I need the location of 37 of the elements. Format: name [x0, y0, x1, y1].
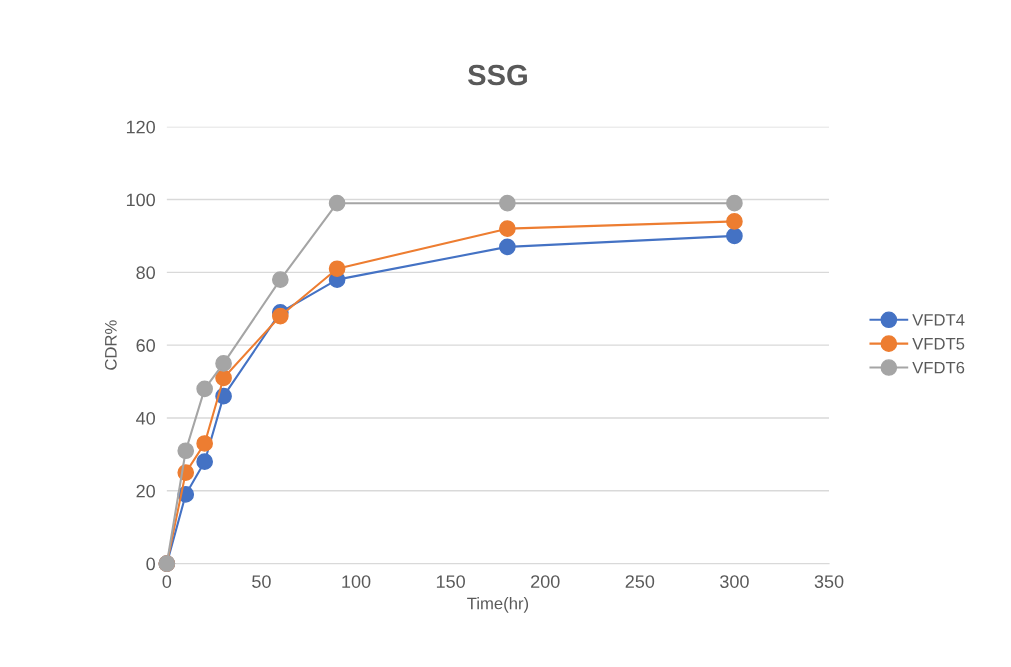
y-tick-label: 120	[126, 120, 155, 134]
x-axis-title: Time(hr)	[467, 597, 529, 613]
point	[196, 380, 213, 398]
x-tick-label: 200	[531, 575, 560, 588]
legend-label: VFDT4	[912, 314, 965, 326]
x-tick-label: 350	[814, 575, 844, 588]
point	[726, 194, 743, 212]
x-tick-label: 150	[436, 575, 465, 588]
y-tick-label: 0	[146, 557, 155, 571]
point	[328, 194, 346, 212]
point	[177, 442, 195, 460]
point	[726, 213, 743, 230]
point	[196, 453, 213, 471]
legend-label: VFDT6	[912, 361, 965, 374]
point	[499, 220, 516, 238]
y-axis-title: CDR%	[104, 320, 117, 370]
y-tick-label: 40	[136, 411, 155, 425]
point	[726, 227, 743, 245]
point	[215, 355, 232, 372]
point	[499, 238, 516, 256]
point	[196, 435, 213, 452]
x-tick-label: 300	[720, 575, 749, 588]
y-tick-label: 20	[136, 484, 155, 498]
chart-title: SSG	[467, 64, 527, 86]
point	[272, 307, 289, 325]
x-tick-label: 100	[342, 575, 371, 588]
point	[272, 271, 289, 288]
legend-label: VFDT5	[912, 338, 965, 350]
point	[499, 194, 516, 212]
x-tick-label: 250	[625, 575, 655, 588]
x-tick-label: 50	[252, 575, 271, 588]
y-tick-label: 60	[136, 339, 155, 352]
point	[215, 369, 232, 387]
y-tick-label: 80	[136, 266, 155, 280]
x-tick-label: 0	[162, 575, 172, 588]
y-tick-label: 100	[126, 193, 155, 207]
point	[328, 260, 346, 278]
